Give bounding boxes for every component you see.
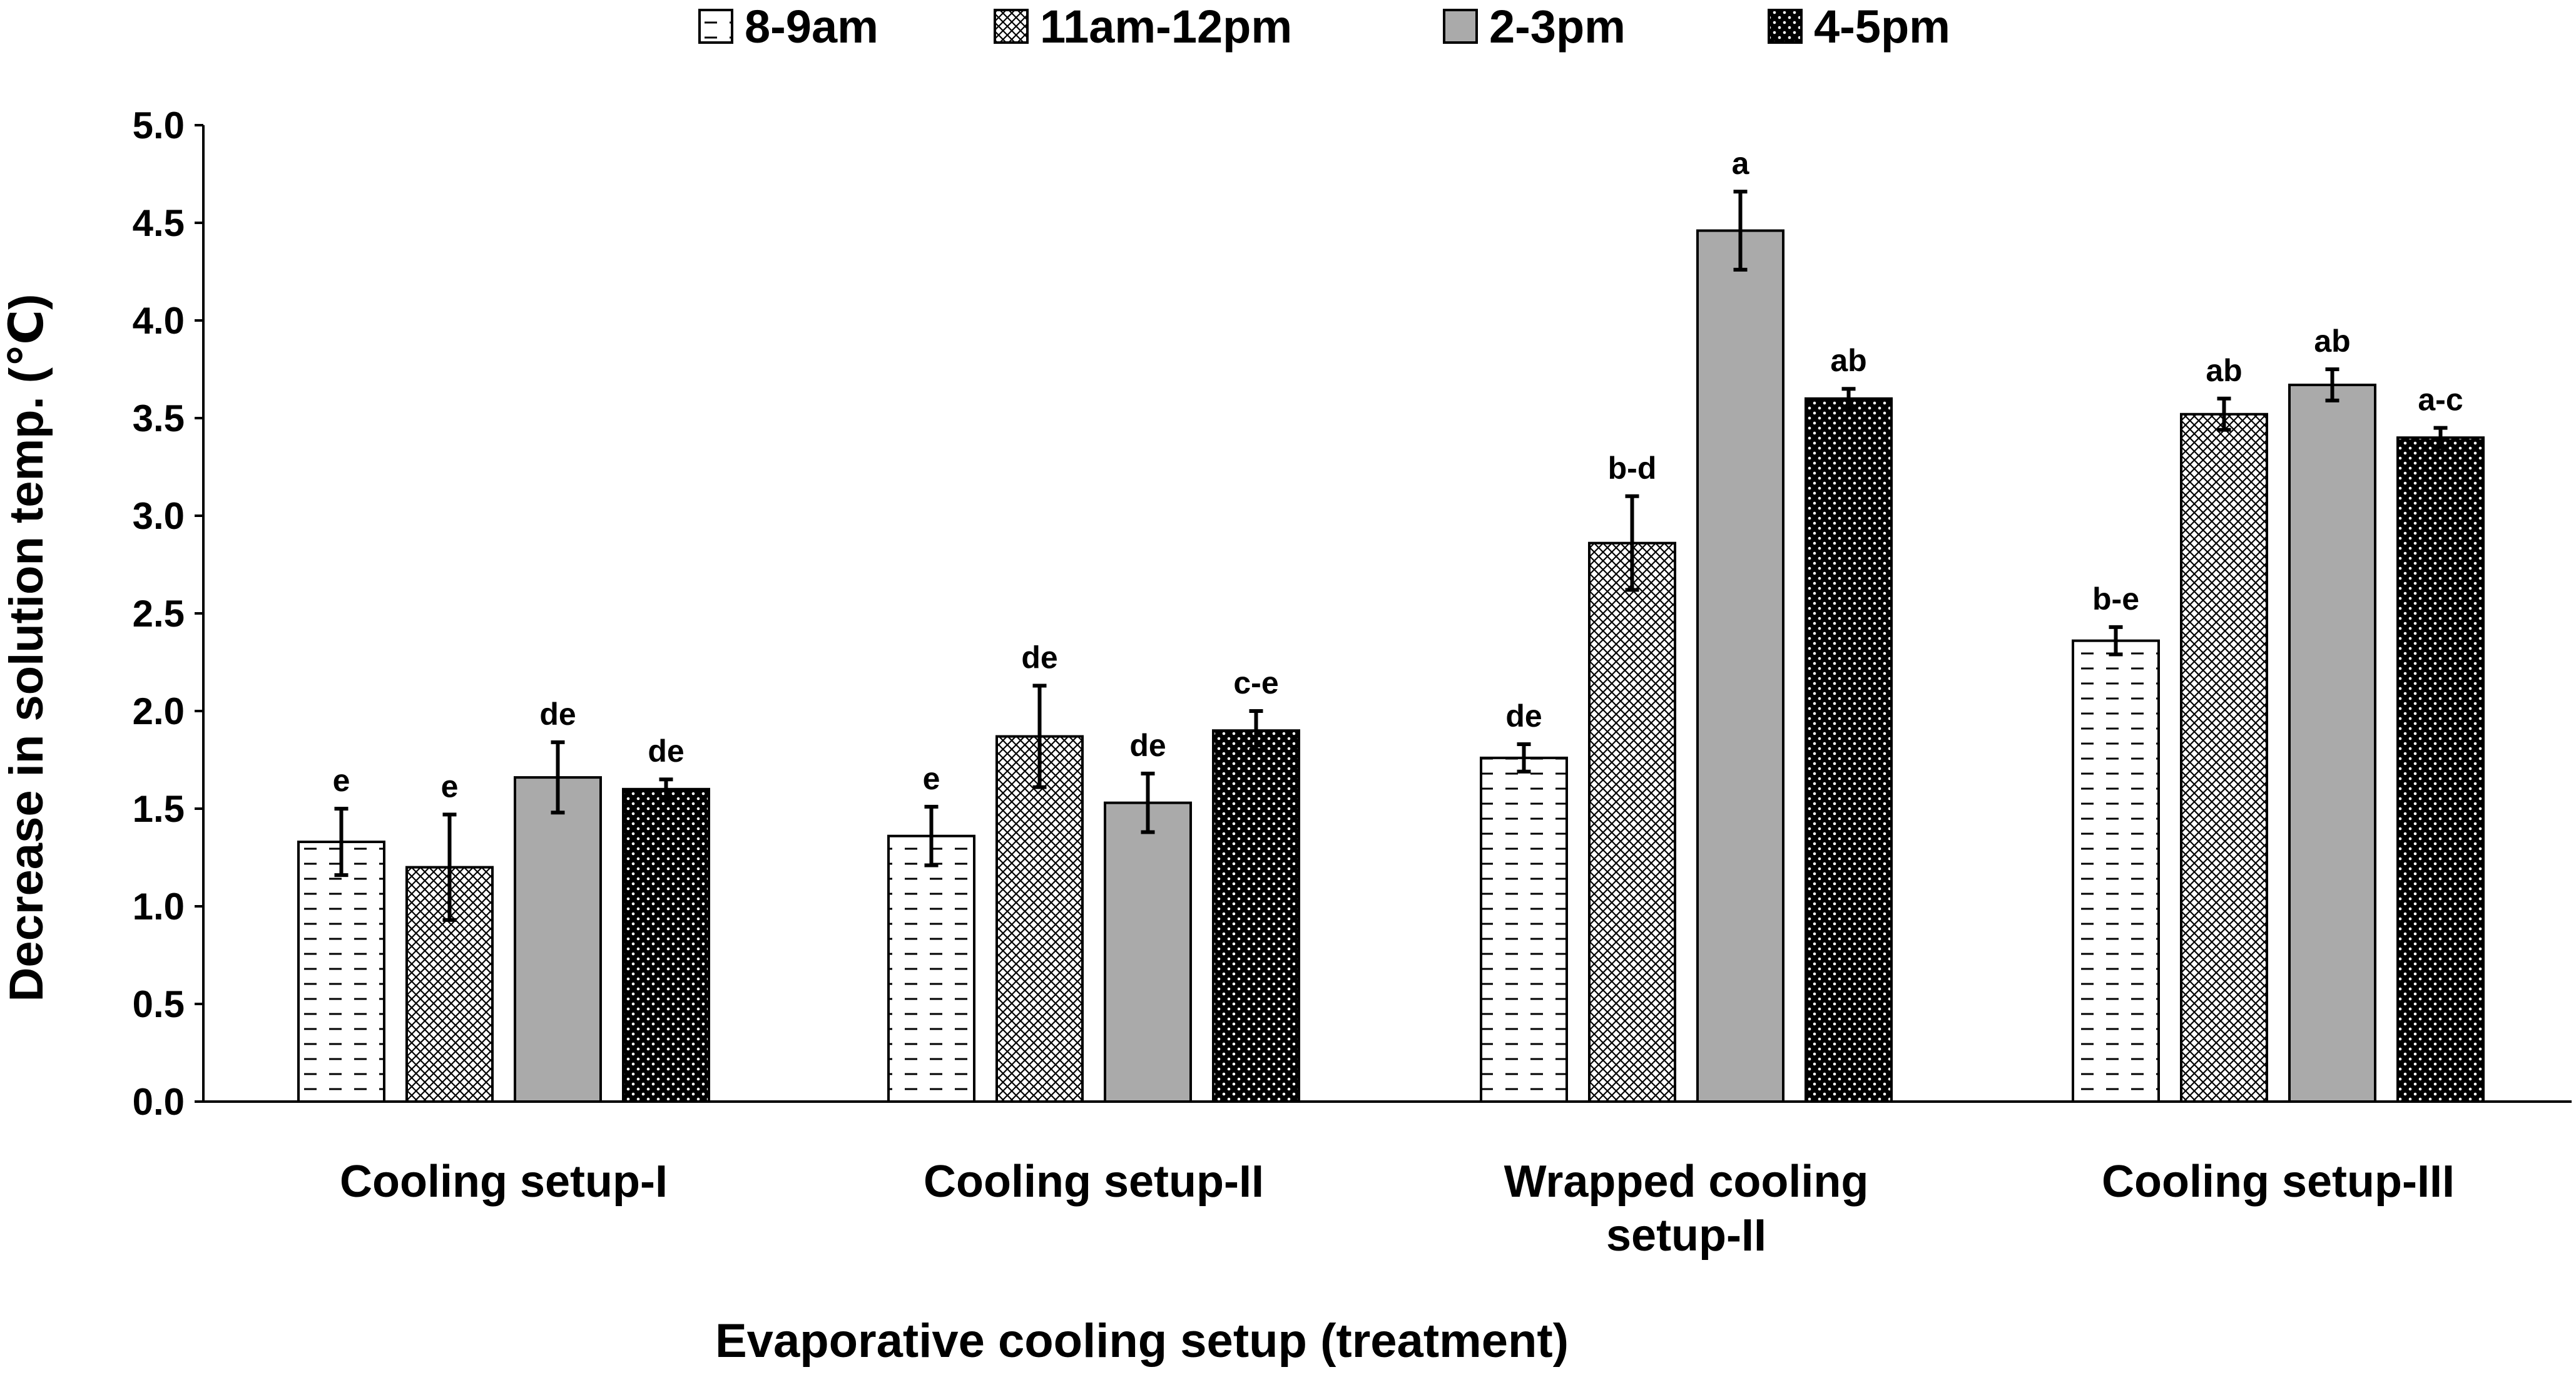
error-bar — [334, 807, 349, 878]
significance-label: e — [441, 769, 459, 804]
category-label: Cooling setup-I — [340, 1157, 668, 1207]
y-axis-title: Decrease in solution temp. (℃) — [0, 294, 53, 1002]
error-bar — [2325, 367, 2339, 402]
y-tick-label: 0.5 — [133, 983, 185, 1025]
bar-11am-12pm-3 — [2180, 412, 2268, 1103]
legend-swatch — [1443, 9, 1478, 44]
y-tick-label: 4.0 — [133, 300, 185, 342]
error-bar — [2433, 426, 2448, 449]
bar-4-5pm-1 — [1212, 729, 1300, 1103]
significance-label: de — [1021, 640, 1057, 675]
y-tick-label: 5.0 — [133, 105, 185, 146]
significance-label: e — [923, 761, 940, 796]
legend-label: 11am-12pm — [1040, 1, 1292, 53]
bar-8-9am-1 — [887, 834, 975, 1103]
bar-4-5pm-2 — [1805, 397, 1893, 1103]
bars-group: e e de b-e e de b-d ab de de a ab de c-e ab a-c — [297, 146, 2485, 1103]
error-bar — [1517, 742, 1531, 774]
significance-label: ab — [1830, 343, 1866, 378]
legend-item-4-5pm: 4-5pm — [1768, 1, 1950, 53]
bar-2-3pm-0 — [514, 776, 602, 1103]
legend: 8-9am 11am-12pm 2-3pm 4-5pm — [698, 1, 1950, 53]
x-axis-title: Evaporative cooling setup (treatment) — [715, 1314, 1569, 1368]
bar-4-5pm-0 — [622, 787, 710, 1103]
legend-swatch — [698, 9, 733, 44]
significance-label: ab — [2314, 324, 2350, 359]
y-tick-label: 1.0 — [133, 886, 185, 928]
bar-4-5pm-3 — [2396, 436, 2485, 1103]
category-label: Cooling setup-III — [2102, 1157, 2455, 1207]
bar-8-9am-3 — [2072, 639, 2160, 1103]
legend-swatch — [1768, 9, 1803, 44]
y-tick-label: 3.5 — [133, 397, 185, 439]
bar-8-9am-2 — [1480, 756, 1568, 1103]
legend-item-8-9am: 8-9am — [698, 1, 878, 53]
x-axis: Cooling setup-I Cooling setup-II Wrapped c… — [203, 1100, 2572, 1261]
significance-label: b-e — [2092, 581, 2139, 617]
significance-label: de — [1129, 728, 1166, 763]
error-bar — [1249, 709, 1263, 752]
error-bar — [2109, 625, 2123, 657]
category-label-line: Cooling setup-III — [2102, 1157, 2455, 1207]
y-tick-label: 1.5 — [133, 788, 185, 830]
significance-label: c-e — [1233, 665, 1278, 700]
y-tick-label: 2.0 — [133, 690, 185, 732]
category-label: Cooling setup-II — [924, 1157, 1264, 1207]
legend-item-11am-12pm: 11am-12pm — [994, 1, 1292, 53]
error-bar — [1625, 494, 1639, 592]
error-bar — [2217, 396, 2231, 432]
significance-label: de — [648, 734, 684, 769]
error-bar — [1841, 387, 1856, 411]
y-tick-label: 0.0 — [133, 1081, 185, 1123]
error-bar — [659, 777, 673, 801]
error-bar — [924, 804, 939, 868]
y-tick-label: 3.0 — [133, 495, 185, 537]
legend-label: 4-5pm — [1814, 1, 1950, 53]
significance-label: a-c — [2418, 382, 2463, 417]
legend-item-2-3pm: 2-3pm — [1443, 1, 1626, 53]
significance-label: e — [333, 763, 350, 798]
error-bar — [1032, 683, 1047, 789]
category-label-line: setup-II — [1606, 1211, 1766, 1261]
category-label-line: Cooling setup-II — [924, 1157, 1264, 1207]
error-bar — [442, 812, 457, 922]
y-tick-label: 4.5 — [133, 202, 185, 244]
error-bar — [1141, 771, 1155, 834]
bar-2-3pm-2 — [1696, 229, 1784, 1103]
significance-label: a — [1732, 146, 1750, 181]
category-label-line: Wrapped cooling — [1504, 1157, 1869, 1207]
legend-label: 8-9am — [745, 1, 878, 53]
y-tick-label: 2.5 — [133, 593, 185, 635]
category-label: Wrapped cooling setup-II — [1504, 1157, 1869, 1261]
error-bar — [1733, 190, 1748, 272]
significance-label: b-d — [1608, 451, 1657, 486]
bar-11am-12pm-2 — [1588, 541, 1676, 1103]
legend-label: 2-3pm — [1489, 1, 1626, 53]
category-label-line: Cooling setup-I — [340, 1157, 668, 1207]
significance-label: de — [1505, 699, 1542, 734]
error-bar — [551, 740, 565, 815]
bar-8-9am-0 — [297, 841, 385, 1103]
bar-2-3pm-3 — [2288, 383, 2376, 1103]
significance-label: de — [539, 697, 576, 732]
y-axis: 0.0 0.5 1.0 1.5 2.0 2.5 3.0 3.5 4.0 4.5 5.0 — [133, 105, 205, 1123]
bar-2-3pm-1 — [1104, 801, 1192, 1103]
significance-label: ab — [2206, 353, 2242, 388]
bar-11am-12pm-1 — [995, 735, 1084, 1103]
legend-swatch — [994, 9, 1029, 44]
